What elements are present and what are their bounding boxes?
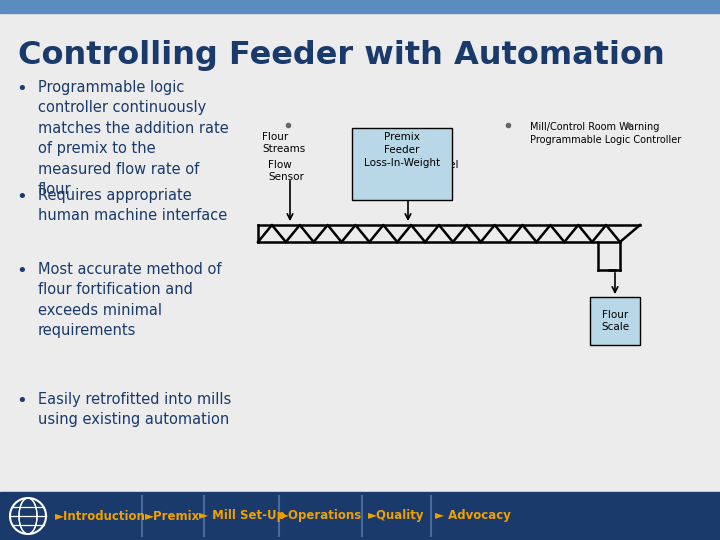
Text: Flow
Sensor: Flow Sensor	[268, 160, 304, 183]
Text: •: •	[17, 188, 27, 206]
Text: Most accurate method of
flour fortification and
exceeds minimal
requirements: Most accurate method of flour fortificat…	[38, 262, 222, 338]
Text: Programmable logic
controller continuously
matches the addition rate
of premix t: Programmable logic controller continuous…	[38, 80, 229, 197]
Text: ►Introduction: ►Introduction	[55, 510, 146, 523]
Text: ► Advocacy: ► Advocacy	[435, 510, 511, 523]
Text: Flow or Level
Sensor: Flow or Level Sensor	[390, 160, 459, 183]
Text: ►Quality: ►Quality	[368, 510, 425, 523]
Bar	[0, 492, 720, 540]
Text: Flour
Scale: Flour Scale	[601, 310, 629, 332]
Text: •: •	[17, 262, 27, 280]
Text: Premix
Feeder
Loss-In-Weight: Premix Feeder Loss-In-Weight	[364, 132, 440, 167]
Text: Easily retrofitted into mills
using existing automation: Easily retrofitted into mills using exis…	[38, 392, 231, 427]
Text: •: •	[17, 80, 27, 98]
Text: ► Mill Set-Up: ► Mill Set-Up	[199, 510, 284, 523]
Bar	[590, 297, 640, 345]
Bar	[352, 128, 452, 200]
Text: Flour
Streams: Flour Streams	[262, 132, 305, 154]
Text: •: •	[17, 392, 27, 410]
Bar	[0, 0, 720, 13]
Text: Requires appropriate
human machine interface: Requires appropriate human machine inter…	[38, 188, 228, 224]
Text: Controlling Feeder with Automation: Controlling Feeder with Automation	[18, 40, 665, 71]
Text: ►Operations: ►Operations	[279, 510, 362, 523]
Text: ►Premix: ►Premix	[145, 510, 200, 523]
Text: Mill/Control Room Warning
Programmable Logic Controller: Mill/Control Room Warning Programmable L…	[530, 122, 681, 145]
